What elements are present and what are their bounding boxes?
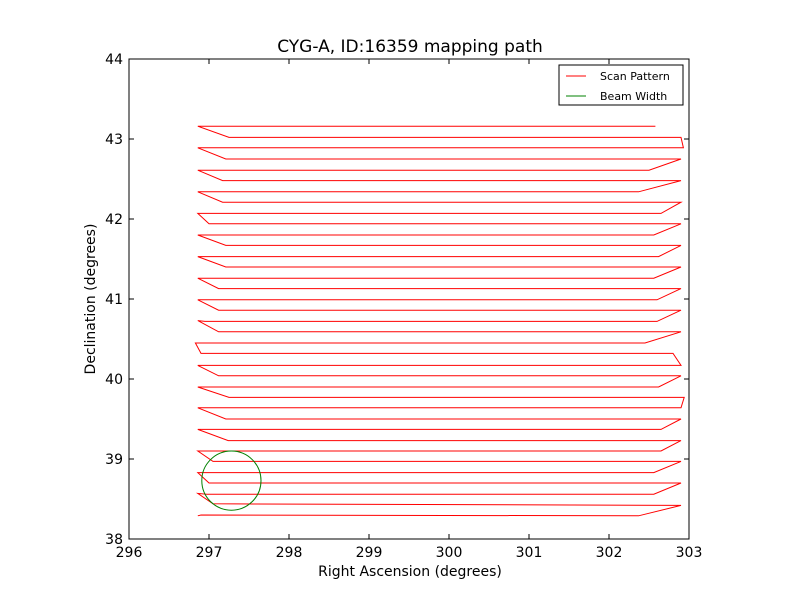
x-axis-label: Right Ascension (degrees): [318, 564, 502, 580]
legend-label-scan-pattern: Scan Pattern: [600, 70, 670, 83]
x-tick-label: 300: [436, 545, 463, 561]
x-tick-label: 298: [276, 545, 303, 561]
y-tick-label: 43: [105, 132, 123, 148]
x-tick-label: 301: [516, 545, 543, 561]
x-tick-label: 303: [676, 545, 703, 561]
legend-box: [558, 64, 684, 106]
y-axis-label: Declination (degrees): [83, 224, 99, 375]
y-tick-label: 41: [105, 292, 123, 308]
y-tick-label: 38: [105, 532, 123, 548]
x-tick-label: 296: [116, 545, 143, 561]
scan-pattern-line: [194, 125, 685, 517]
x-tick-label: 299: [356, 545, 383, 561]
chart-title: CYG-A, ID:16359 mapping path: [277, 37, 543, 57]
legend: Scan Pattern Beam Width: [558, 64, 684, 106]
x-axis: 296 297 298 299 300 301 302 303: [116, 59, 703, 561]
x-tick-label: 302: [596, 545, 623, 561]
legend-label-beam-width: Beam Width: [600, 90, 667, 103]
y-tick-label: 44: [105, 52, 123, 68]
y-axis: 38 39 40 41 42 43 44: [105, 52, 689, 548]
y-tick-label: 39: [105, 452, 123, 468]
x-tick-label: 297: [196, 545, 223, 561]
y-tick-label: 40: [105, 372, 123, 388]
y-tick-label: 42: [105, 212, 123, 228]
beam-width-circle: [201, 450, 262, 511]
